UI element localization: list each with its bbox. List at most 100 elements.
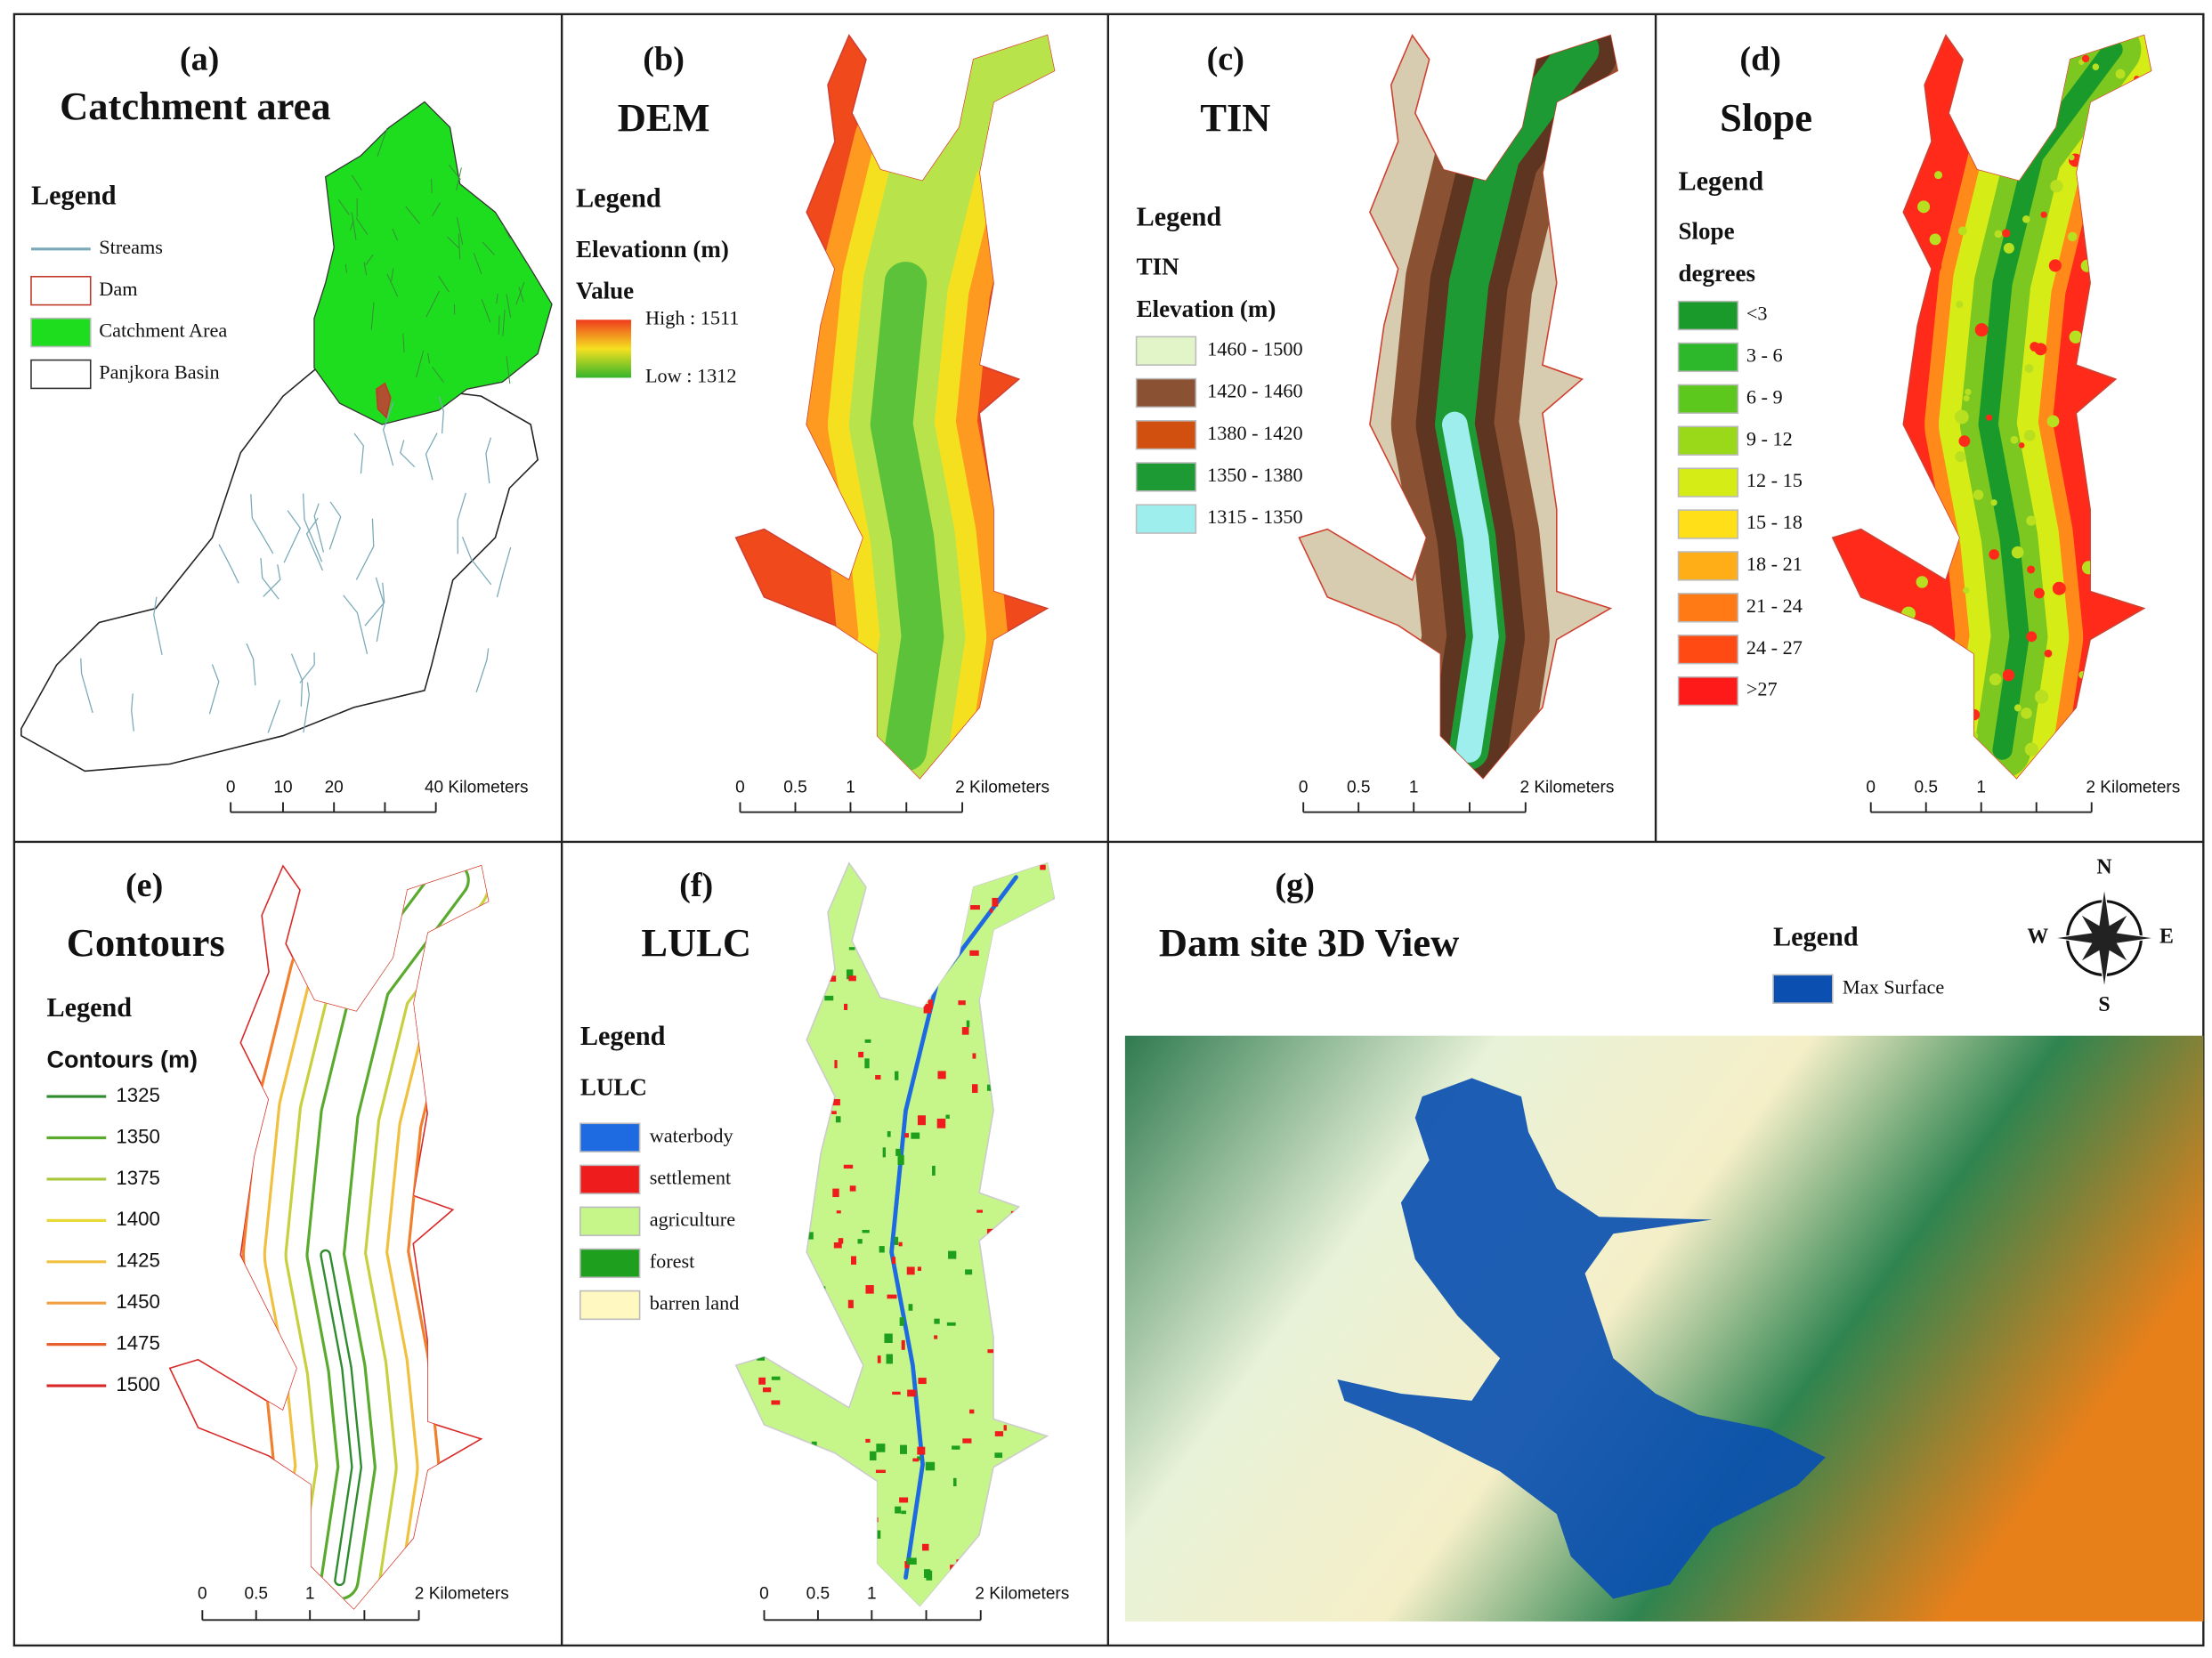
lulc-patch: [928, 999, 933, 1009]
stream: [313, 503, 325, 553]
lulc-patch: [799, 1205, 804, 1210]
lulc-patch: [987, 1349, 996, 1354]
lulc-patch: [917, 1266, 921, 1271]
stream: [485, 437, 492, 484]
stream: [425, 433, 438, 481]
lulc-patch: [769, 1207, 779, 1217]
lulc-patch: [966, 1020, 970, 1028]
legend-label: 21 - 24: [1746, 594, 1803, 617]
stream: [391, 268, 394, 282]
slope-speckle: [2141, 84, 2151, 96]
slope-speckle: [1956, 300, 1964, 309]
slope-speckle: [2002, 668, 2015, 682]
stream: [456, 167, 462, 190]
stream: [131, 693, 134, 732]
lulc-patch: [1028, 1340, 1033, 1347]
lulc-patch: [736, 983, 741, 992]
legend-label: 1475: [116, 1332, 160, 1355]
lulc-patch: [895, 1071, 899, 1080]
stream: [153, 596, 163, 655]
stream: [363, 262, 368, 276]
scale-label: 0: [1866, 779, 1876, 797]
slope-speckle: [2084, 710, 2092, 718]
lulc-patch: [783, 1266, 790, 1274]
lulc-patch: [1023, 1135, 1032, 1141]
stream: [355, 518, 375, 580]
lulc-patch: [903, 910, 913, 919]
slope-speckle: [2100, 166, 2108, 174]
lulc-patch: [879, 1246, 885, 1253]
scale-label: 0: [226, 779, 236, 797]
lulc-patch: [899, 1497, 909, 1503]
lulc-patch: [1026, 1310, 1037, 1321]
lulc-patch: [999, 1275, 1009, 1280]
lulc-patch: [835, 1116, 841, 1123]
lulc-patch: [774, 1328, 782, 1338]
lulc-patch: [1025, 1453, 1028, 1461]
lulc-patch: [764, 979, 771, 990]
lulc-patch: [834, 1060, 838, 1069]
lulc-patch: [824, 995, 834, 1001]
stream: [386, 273, 399, 297]
stream: [283, 510, 302, 563]
slope-speckle: [2021, 708, 2032, 719]
slope-speckle: [2159, 265, 2172, 279]
slope-speckle: [2170, 57, 2176, 63]
lulc-patch: [926, 950, 932, 958]
panel-title: Slope: [1720, 95, 1812, 140]
lulc-patch: [1005, 1170, 1010, 1177]
legend-swatch: [1677, 509, 1739, 539]
lulc-patch: [779, 1114, 785, 1119]
slope-speckle: [2092, 63, 2100, 71]
lulc-patch: [944, 947, 949, 951]
lulc-patch: [747, 1250, 757, 1254]
legend-label: 1380 - 1420: [1207, 422, 1303, 444]
lulc-patch: [848, 975, 856, 982]
valley-map: [734, 861, 1056, 1607]
lulc-patch: [887, 1294, 897, 1299]
scale-label: 10: [273, 779, 292, 797]
slope-speckle: [2069, 154, 2075, 161]
slope-speckle: [2137, 344, 2147, 354]
slope-speckle: [2132, 408, 2145, 421]
stream: [496, 546, 512, 598]
slope-speckle: [1916, 576, 1928, 588]
legend-swatch: [1135, 377, 1197, 408]
slope-speckle: [2161, 53, 2169, 61]
slope-speckle: [1892, 743, 1903, 755]
valley-interior: [1390, 35, 1618, 779]
basin-map: [20, 101, 553, 772]
lulc-patch: [763, 1080, 772, 1088]
slope-speckle: [2069, 330, 2082, 344]
scale-label: 20: [325, 779, 344, 797]
lulc-patch: [1009, 1301, 1017, 1311]
stream: [351, 174, 362, 191]
scale-label: 0.5: [1914, 779, 1938, 797]
panel-title: TIN: [1200, 95, 1270, 140]
lulc-patch: [932, 1165, 936, 1176]
lulc-patch: [865, 1285, 874, 1294]
slope-speckle: [1899, 449, 1911, 462]
lulc-patch: [876, 1444, 886, 1452]
slope-speckle: [2072, 516, 2080, 524]
lulc-patch: [988, 1578, 994, 1582]
stream: [416, 350, 425, 378]
lulc-patch: [989, 908, 993, 913]
lulc-patch: [917, 1446, 926, 1455]
scale-label: 1: [305, 1585, 315, 1604]
lulc-patch: [972, 1053, 976, 1059]
stream: [260, 557, 280, 600]
legend-swatch: [1677, 300, 1739, 331]
panel: (b) DEM Legend Elevationn (m) Value High : 15…: [576, 41, 1049, 813]
lulc-patch: [884, 1333, 893, 1343]
legend-label: 15 - 18: [1746, 511, 1803, 533]
legend-label: 9 - 12: [1746, 427, 1793, 449]
lulc-patch: [976, 1209, 983, 1213]
lulc-patch: [875, 1517, 879, 1523]
lulc-patch: [1023, 1390, 1030, 1397]
scale-label: 1: [1409, 779, 1419, 797]
lulc-patch: [970, 905, 980, 910]
slope-speckle: [2009, 133, 2021, 143]
slope-speckle: [1938, 594, 1951, 608]
panel-label: (f): [679, 867, 713, 904]
